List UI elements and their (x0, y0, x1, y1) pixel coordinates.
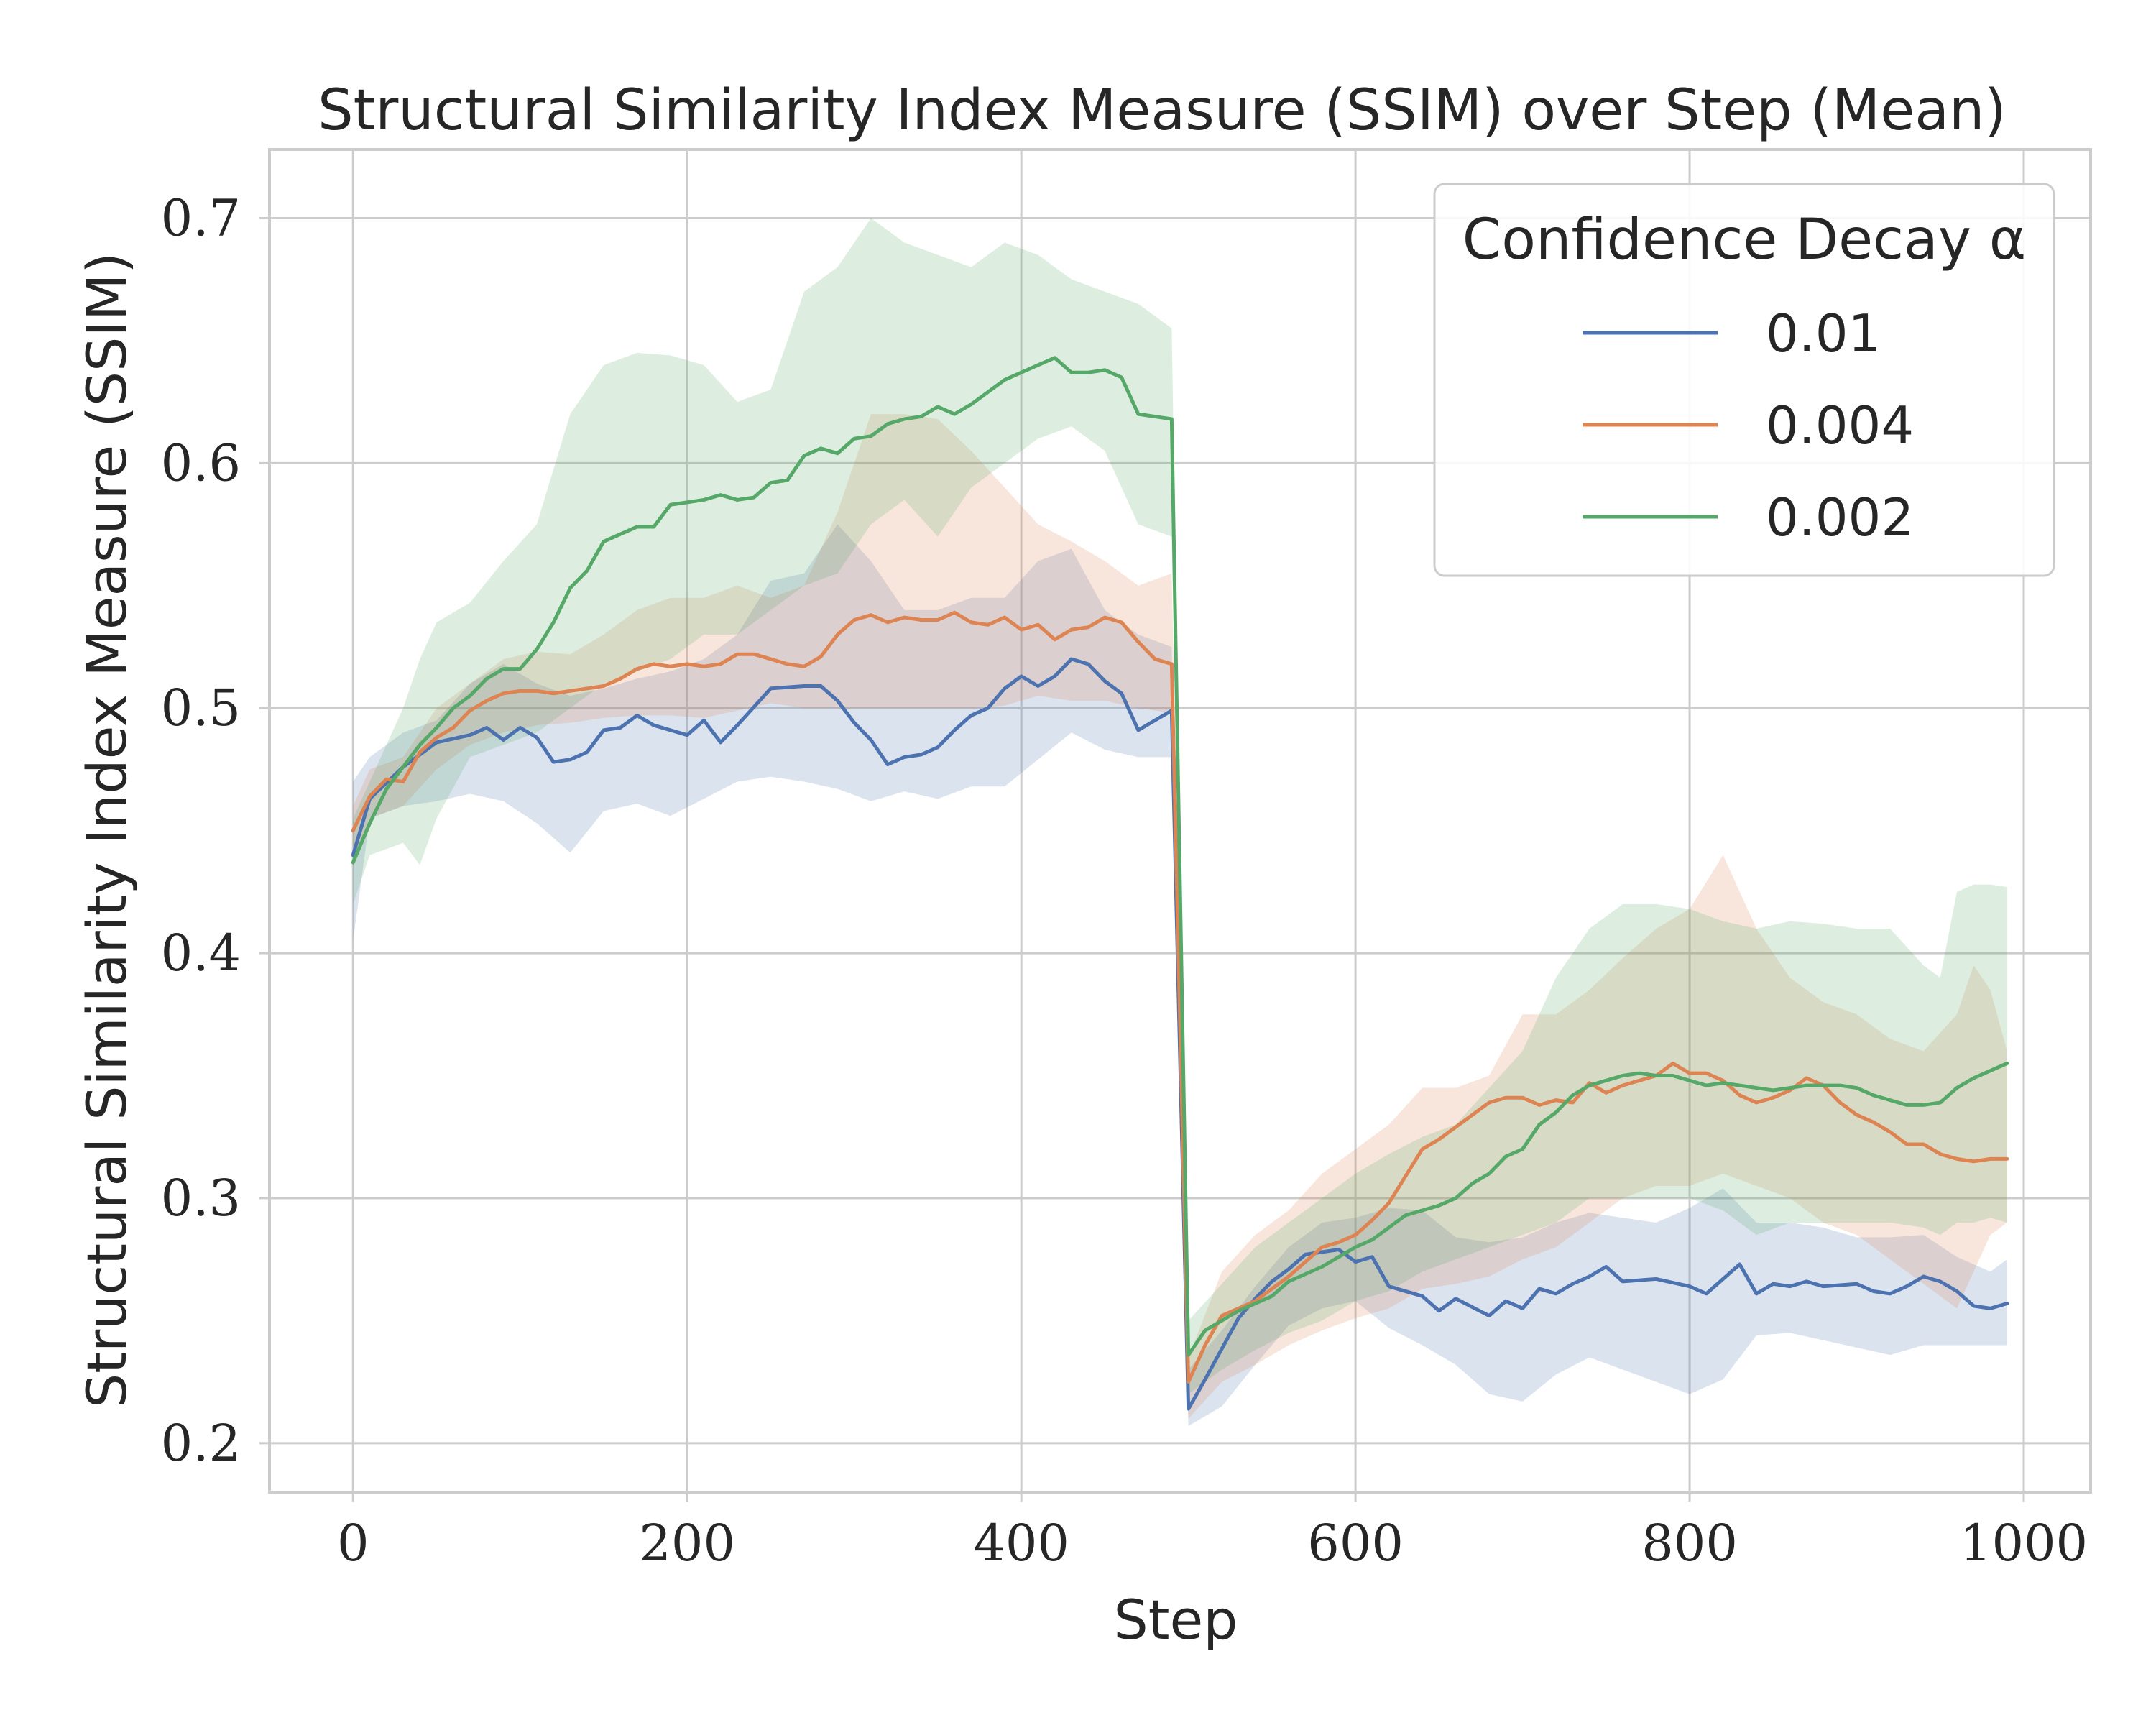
x-tick-label: 1000 (1960, 1514, 2088, 1573)
y-axis-ticks: 0.2 0.3 0.4 0.5 0.6 0.7 (161, 188, 270, 1473)
y-axis-label: Structural Similarity Index Measure (SSI… (75, 252, 139, 1408)
x-axis-label: Step (1113, 1588, 1238, 1652)
x-tick-label: 400 (973, 1514, 1069, 1573)
plot-frame (268, 148, 2092, 1494)
x-tick-label: 200 (639, 1514, 735, 1573)
legend-label-0.004: 0.004 (1766, 395, 1914, 456)
y-tick-label: 0.6 (161, 433, 241, 492)
series-line-0.01 (351, 657, 2009, 1411)
legend-items: 0.01 0.004 0.002 (1583, 303, 1914, 548)
legend-box (1433, 183, 2055, 577)
y-tick-label: 0.3 (161, 1169, 241, 1228)
legend: Confidence Decay α 0.01 0.004 0.002 (1433, 183, 2055, 577)
legend-title: Confidence Decay α (1462, 208, 2026, 272)
x-tick-label: 800 (1641, 1514, 1738, 1573)
y-tick-label: 0.4 (161, 924, 241, 983)
x-tick-label: 600 (1307, 1514, 1404, 1573)
legend-label-0.01: 0.01 (1766, 303, 1881, 364)
x-tick-label: 0 (337, 1514, 369, 1573)
chart-title: Structural Similarity Index Measure (SSI… (318, 78, 2007, 143)
series-lines (351, 356, 2009, 1411)
y-tick-label: 0.5 (161, 678, 241, 737)
y-tick-label: 0.7 (161, 188, 241, 247)
confidence-band-0.004 (353, 414, 2007, 1419)
y-tick-label: 0.2 (161, 1414, 241, 1473)
confidence-band-0.01 (353, 524, 2007, 1426)
confidence-band-0.002 (353, 218, 2007, 1394)
x-axis-ticks: 0 200 400 600 800 1000 (337, 1492, 2088, 1573)
legend-label-0.002: 0.002 (1766, 487, 1914, 548)
confidence-bands (353, 218, 2007, 1426)
series-line-0.002 (351, 356, 2009, 1357)
series-line-0.004 (351, 610, 2009, 1384)
